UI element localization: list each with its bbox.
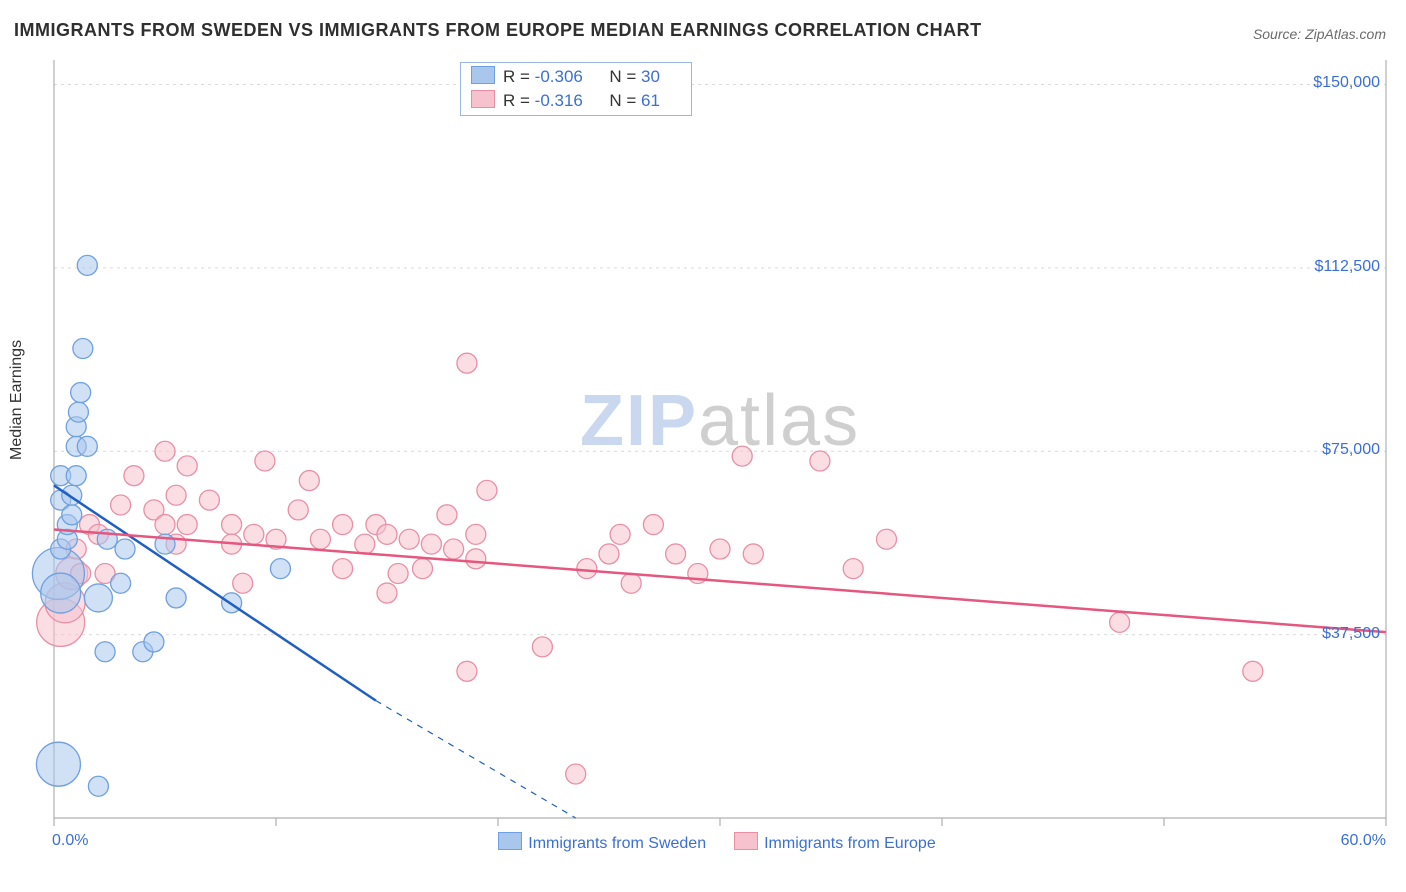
y-tick-label: $37,500 bbox=[1322, 625, 1380, 643]
data-point bbox=[111, 495, 131, 515]
data-point bbox=[377, 583, 397, 603]
data-point bbox=[577, 559, 597, 579]
data-point bbox=[95, 642, 115, 662]
data-point bbox=[732, 446, 752, 466]
regression-line-extrapolated bbox=[376, 701, 576, 818]
data-point bbox=[144, 632, 164, 652]
data-point bbox=[643, 515, 663, 535]
data-point bbox=[457, 353, 477, 373]
data-point bbox=[421, 534, 441, 554]
data-point bbox=[743, 544, 763, 564]
legend-series-label: Immigrants from Europe bbox=[764, 835, 936, 852]
data-point bbox=[177, 515, 197, 535]
data-point bbox=[66, 466, 86, 486]
data-point bbox=[877, 529, 897, 549]
data-point bbox=[111, 573, 131, 593]
legend-R-value: -0.316 bbox=[535, 89, 605, 113]
legend-R-label: R = bbox=[503, 67, 535, 86]
data-point bbox=[177, 456, 197, 476]
data-point bbox=[466, 549, 486, 569]
data-point bbox=[166, 485, 186, 505]
data-point bbox=[233, 573, 253, 593]
data-point bbox=[88, 776, 108, 796]
x-tick-label: 0.0% bbox=[52, 832, 88, 850]
data-point bbox=[155, 441, 175, 461]
data-point bbox=[710, 539, 730, 559]
data-point bbox=[1243, 661, 1263, 681]
legend-R-value: -0.306 bbox=[535, 65, 605, 89]
legend-series-label: Immigrants from Sweden bbox=[528, 835, 706, 852]
data-point bbox=[299, 471, 319, 491]
x-tick-label: 60.0% bbox=[1341, 832, 1386, 850]
data-point bbox=[399, 529, 419, 549]
data-point bbox=[77, 255, 97, 275]
legend-swatch bbox=[498, 832, 522, 850]
data-point bbox=[36, 742, 80, 786]
data-point bbox=[457, 661, 477, 681]
data-point bbox=[84, 584, 112, 612]
data-point bbox=[532, 637, 552, 657]
data-point bbox=[255, 451, 275, 471]
data-point bbox=[73, 339, 93, 359]
data-point bbox=[477, 480, 497, 500]
legend-N-label: N = bbox=[605, 67, 641, 86]
data-point bbox=[222, 515, 242, 535]
legend-row: R = -0.306 N = 30 bbox=[471, 65, 681, 89]
data-point bbox=[355, 534, 375, 554]
data-point bbox=[1110, 612, 1130, 632]
data-point bbox=[199, 490, 219, 510]
correlation-legend: R = -0.306 N = 30R = -0.316 N = 61 bbox=[460, 62, 692, 116]
data-point bbox=[599, 544, 619, 564]
data-point bbox=[244, 524, 264, 544]
legend-swatch bbox=[471, 66, 495, 84]
y-tick-label: $150,000 bbox=[1313, 74, 1380, 92]
data-point bbox=[666, 544, 686, 564]
data-point bbox=[288, 500, 308, 520]
data-point bbox=[466, 524, 486, 544]
data-point bbox=[388, 563, 408, 583]
data-point bbox=[810, 451, 830, 471]
data-point bbox=[166, 588, 186, 608]
data-point bbox=[71, 383, 91, 403]
data-point bbox=[843, 559, 863, 579]
data-point bbox=[124, 466, 144, 486]
legend-N-label: N = bbox=[605, 91, 641, 110]
data-point bbox=[115, 539, 135, 559]
data-point bbox=[62, 505, 82, 525]
legend-R-label: R = bbox=[503, 91, 535, 110]
data-point bbox=[437, 505, 457, 525]
legend-N-value: 30 bbox=[641, 65, 681, 89]
y-tick-label: $75,000 bbox=[1322, 441, 1380, 459]
series-legend: Immigrants from Sweden Immigrants from Eu… bbox=[0, 832, 1406, 853]
legend-row: R = -0.316 N = 61 bbox=[471, 89, 681, 113]
data-point bbox=[333, 559, 353, 579]
data-point bbox=[621, 573, 641, 593]
data-point bbox=[444, 539, 464, 559]
data-point bbox=[310, 529, 330, 549]
data-point bbox=[270, 559, 290, 579]
y-tick-label: $112,500 bbox=[1314, 258, 1380, 276]
data-point bbox=[68, 402, 88, 422]
scatter-chart bbox=[0, 0, 1406, 892]
legend-swatch bbox=[471, 90, 495, 108]
legend-N-value: 61 bbox=[641, 89, 681, 113]
data-point bbox=[77, 436, 97, 456]
data-point bbox=[155, 515, 175, 535]
data-point bbox=[566, 764, 586, 784]
data-point bbox=[377, 524, 397, 544]
data-point bbox=[413, 559, 433, 579]
legend-swatch bbox=[734, 832, 758, 850]
data-point bbox=[41, 573, 81, 613]
data-point bbox=[333, 515, 353, 535]
data-point bbox=[610, 524, 630, 544]
